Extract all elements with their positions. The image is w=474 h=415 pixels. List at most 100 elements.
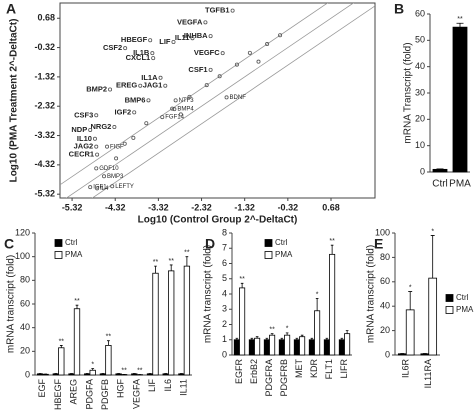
point: [170, 106, 175, 111]
x-tick-label: PDGFRB: [279, 359, 289, 397]
point: [256, 59, 261, 64]
error-bar: [295, 337, 299, 340]
point: [163, 83, 168, 88]
point: [187, 94, 192, 99]
error-bar: [107, 340, 110, 346]
panel-label: C: [4, 236, 14, 252]
y-tick-label: -1.32: [34, 71, 55, 81]
bar: [299, 336, 306, 356]
significance: *: [431, 228, 434, 235]
point: [131, 135, 136, 140]
error-bar: [280, 337, 284, 340]
point: [158, 75, 163, 80]
significance: **: [59, 338, 65, 345]
bar: [233, 339, 240, 356]
point: [178, 112, 183, 117]
x-tick-label: -1.32: [234, 202, 255, 212]
x-tick-label: EGF: [37, 379, 47, 398]
y-tick-label: 5: [222, 273, 227, 283]
point-label: BMP4: [177, 107, 194, 113]
legend-swatch: [54, 239, 63, 247]
guide-line: [65, 3, 355, 198]
x-tick-label: IL11RA: [423, 359, 433, 388]
x-axis-label: Log10 (Control Group 2^-DeltaCt): [138, 215, 298, 226]
error-bar: [59, 345, 63, 348]
legend-swatch: [54, 251, 63, 259]
x-tick-label: LIF: [147, 379, 157, 393]
point-label: BDNF: [230, 95, 247, 101]
point: [95, 152, 100, 157]
point: [171, 40, 176, 45]
point-label: CSF1: [188, 65, 207, 74]
error-bar: [430, 235, 435, 279]
point-label: BMP3: [107, 174, 124, 180]
y-tick-label: 20: [20, 346, 30, 356]
point-label: CXCL1: [126, 53, 151, 62]
point-label: CSF2: [103, 43, 122, 52]
significance: **: [168, 258, 174, 265]
point: [105, 144, 110, 149]
significance: *: [409, 284, 412, 291]
y-tick-label: 40: [20, 322, 30, 332]
point: [148, 38, 153, 43]
point: [94, 166, 99, 171]
significance: *: [286, 326, 289, 333]
point-label: LEFTY: [115, 184, 134, 190]
y-tick-label: 100: [375, 227, 390, 237]
legend-swatch: [445, 306, 454, 314]
point-label: IL10: [77, 134, 92, 143]
bar: [73, 308, 81, 376]
y-axis-label: mRNA transcript (fold): [366, 245, 377, 343]
x-tick-label: MET: [294, 359, 304, 379]
point: [88, 127, 93, 132]
x-tick-label: PDGFB: [100, 379, 110, 410]
legend-label: Ctrl: [65, 238, 78, 247]
y-tick-label: 80: [20, 275, 30, 285]
point-label: BMP2: [86, 84, 107, 93]
bar: [397, 353, 407, 356]
bar: [146, 373, 154, 376]
point-label: EREG: [116, 81, 137, 90]
bar: [84, 373, 91, 376]
significance: **: [457, 16, 463, 23]
y-axis-label: mRNA Transcript (fold): [403, 42, 414, 143]
error-bar: [154, 265, 157, 274]
bar: [52, 373, 59, 376]
point: [247, 50, 252, 55]
point: [173, 98, 178, 103]
error-bar: [330, 244, 334, 255]
x-tick-label: HGF: [116, 379, 126, 399]
error-bar: [408, 291, 413, 310]
point: [132, 110, 137, 115]
y-tick-label: 40: [415, 61, 425, 71]
y-tick-label: 60: [20, 298, 30, 308]
point-label: FGF14: [165, 115, 184, 121]
bar: [58, 347, 65, 376]
y-tick-label: 0: [420, 166, 425, 176]
legend-label: PMA: [65, 250, 83, 259]
bar: [323, 339, 330, 356]
bar: [239, 287, 246, 356]
point: [160, 115, 165, 120]
y-tick-label: 100: [15, 251, 30, 261]
point: [150, 51, 155, 56]
y-tick-label: 0: [385, 349, 390, 359]
significance: **: [153, 259, 159, 266]
y-tick-label: 30: [415, 87, 425, 97]
point: [234, 62, 239, 67]
bar: [284, 334, 291, 356]
x-tick-label: IL6R: [401, 359, 411, 379]
bar: [278, 339, 285, 356]
error-bar: [185, 256, 189, 267]
point-label: IL11: [175, 33, 190, 42]
x-tick-label: EGFR: [234, 359, 244, 385]
significance: **: [137, 367, 143, 374]
point-label: IGF1: [93, 185, 107, 191]
bar: [344, 333, 351, 356]
significance: **: [121, 367, 127, 374]
point: [204, 83, 209, 88]
significance: *: [91, 361, 94, 368]
error-bar: [270, 333, 274, 336]
significance: *: [316, 291, 319, 298]
bar: [308, 339, 315, 356]
